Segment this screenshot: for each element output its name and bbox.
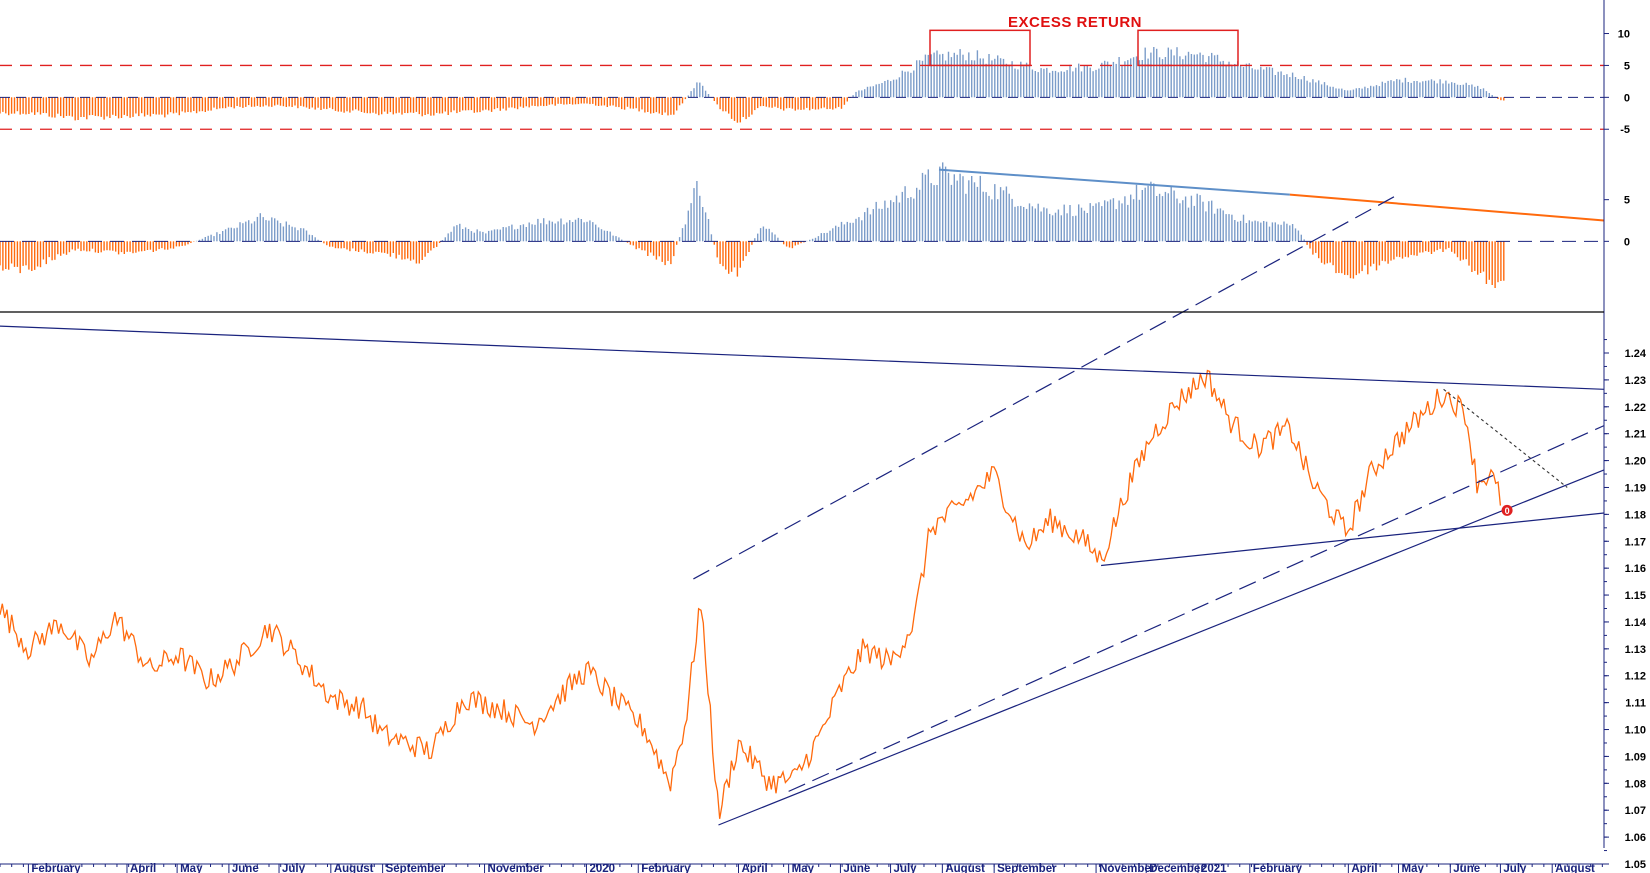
y-tick-label: 1.06 <box>1625 832 1646 844</box>
y-tick-label: 1.19 <box>1625 482 1646 494</box>
x-tick-label: May <box>180 863 203 873</box>
price-line <box>0 369 1502 819</box>
support-line-short <box>1101 512 1605 567</box>
support-line <box>718 469 1605 826</box>
y-tick-label: 1.07 <box>1625 805 1646 817</box>
x-tick-label: July <box>282 863 306 873</box>
x-tick-label: September <box>386 863 446 873</box>
y-tick-label: 1.23 <box>1625 375 1646 387</box>
x-tick-label: February <box>1253 863 1303 873</box>
highlight-box <box>1137 29 1239 67</box>
trendline-blue <box>938 168 1290 196</box>
y-tick-label: 1.14 <box>1625 617 1647 629</box>
y-tick-label: 1.20 <box>1625 456 1646 468</box>
y-tick-label: 0 <box>1624 236 1630 248</box>
y-tick-label: 5 <box>1624 195 1630 207</box>
y-tick-label: 1.17 <box>1625 536 1646 548</box>
annotation-marker-label: 0 <box>1505 506 1510 516</box>
annotation-marker <box>1501 504 1513 516</box>
x-tick-label: July <box>1503 863 1527 873</box>
y-tick-label: 1.22 <box>1625 402 1646 414</box>
y-tick-label: 0 <box>1624 92 1630 104</box>
x-tick-label: December <box>1149 863 1205 873</box>
x-tick-label: June <box>1453 863 1480 873</box>
y-tick-label: 1.16 <box>1625 563 1646 575</box>
y-tick-label: 1.18 <box>1625 509 1646 521</box>
x-tick-label: April <box>742 863 768 873</box>
resistance-line <box>0 325 1605 390</box>
x-tick-label: April <box>130 863 156 873</box>
y-tick-label: -5 <box>1620 124 1630 136</box>
y-tick-label: 1.10 <box>1625 725 1646 737</box>
y-tick-label: 1.05 <box>1625 859 1646 871</box>
chart-title: EXCESS RETURN <box>1008 14 1142 31</box>
x-tick-label: August <box>945 863 985 873</box>
y-tick-label: 1.21 <box>1625 429 1646 441</box>
x-tick-label: November <box>488 863 545 873</box>
y-tick-label: 10 <box>1618 29 1630 41</box>
x-tick-label: August <box>1555 863 1595 873</box>
trendline-orange <box>1289 193 1605 222</box>
channel-lower <box>788 425 1605 792</box>
x-tick-label: February <box>641 863 691 873</box>
y-tick-label: 1.08 <box>1625 778 1646 790</box>
momentum-panel: 50 <box>0 162 1630 288</box>
y-tick-label: 1.12 <box>1625 671 1646 683</box>
y-tick-label: 1.11 <box>1625 698 1646 710</box>
x-tick-label: May <box>1401 863 1424 873</box>
y-tick-label: 1.09 <box>1625 751 1646 763</box>
x-tick-label: April <box>1351 863 1377 873</box>
x-tick-label: May <box>792 863 815 873</box>
y-tick-label: 1.13 <box>1625 644 1646 656</box>
axes: February April May June July August September N… <box>0 0 1605 873</box>
x-tick-label: September <box>997 863 1057 873</box>
x-tick-label: August <box>334 863 374 873</box>
x-tick-label: 2021 <box>1201 863 1227 873</box>
x-tick-label: June <box>232 863 259 873</box>
highlight-box <box>929 29 1031 67</box>
dotted-line <box>1443 388 1568 488</box>
x-tick-label: November <box>1099 863 1156 873</box>
y-tick-label: 1.15 <box>1625 590 1646 602</box>
channel-upper <box>693 193 1399 580</box>
y-tick-label: 1.24 <box>1625 348 1647 360</box>
x-tick-label: July <box>894 863 918 873</box>
x-tick-label: June <box>843 863 870 873</box>
price-panel: 0 1.24 1.23 1.22 1.21 1.20 1.19 1.18 1.17 1.16 1.1… <box>0 193 1647 871</box>
x-tick-label: February <box>31 863 81 873</box>
excess-return-panel: 10 5 0 -5 <box>0 29 1630 136</box>
y-tick-label: 5 <box>1624 60 1630 72</box>
x-tick-label: 2020 <box>589 863 615 873</box>
